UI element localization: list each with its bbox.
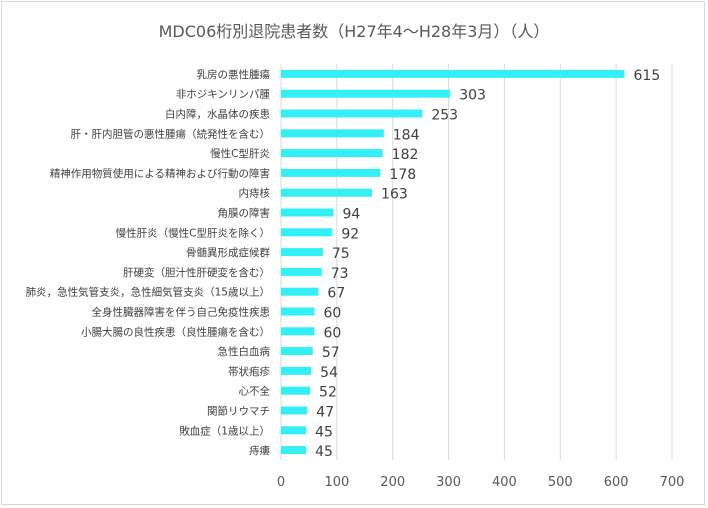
category-labels: 乳房の悪性腫瘍非ホジキンリンパ腫白内障，水晶体の疾患肝・肝内胆管の悪性腫瘍（続発…	[26, 68, 271, 457]
x-tick-label: 700	[660, 475, 685, 490]
bar	[281, 69, 625, 78]
bar	[281, 188, 373, 197]
data-label: 178	[389, 167, 416, 183]
x-tick-label: 0	[277, 475, 285, 490]
data-label: 94	[343, 207, 361, 223]
bar	[281, 386, 311, 395]
bar	[281, 366, 312, 375]
bars	[281, 69, 625, 455]
data-label: 47	[316, 405, 334, 421]
category-label: 白内障，水晶体の疾患	[165, 108, 270, 121]
bar	[281, 267, 322, 276]
category-label: 肺炎，急性気管支炎，急性細気管支炎（15歳以上）	[26, 286, 270, 299]
x-tick-label: 400	[492, 475, 517, 490]
data-label: 60	[324, 306, 342, 322]
data-label: 57	[322, 345, 340, 361]
x-tick-label: 500	[548, 475, 573, 490]
category-label: 小腸大腸の良性疾患（良性腫瘍を含む）	[81, 325, 270, 338]
bar	[281, 406, 308, 415]
data-label: 615	[634, 68, 661, 84]
bar	[281, 149, 383, 158]
bar	[281, 426, 307, 435]
data-label: 45	[315, 444, 333, 460]
bar	[281, 168, 381, 177]
data-label: 92	[341, 226, 359, 242]
x-tick-label: 100	[324, 475, 349, 490]
bar	[281, 347, 313, 356]
data-label: 54	[320, 365, 338, 381]
data-label: 184	[393, 127, 420, 143]
bar	[281, 109, 423, 118]
category-label: 乳房の悪性腫瘍	[197, 68, 271, 81]
category-label: 慢性肝炎（慢性C型肝炎を除く）	[116, 226, 270, 239]
data-label: 73	[331, 266, 349, 282]
gridlines	[280, 64, 673, 460]
data-label: 67	[327, 286, 345, 302]
data-label: 253	[431, 108, 458, 124]
x-tick-label: 200	[380, 475, 405, 490]
category-label: 急性白血病	[218, 345, 271, 358]
bar	[281, 248, 323, 257]
bar	[281, 307, 315, 316]
chart-title: MDC06桁別退院患者数（H27年4～H28年3月）（人）	[158, 22, 550, 41]
category-label: 肝硬変（胆汁性肝硬変を含む）	[123, 266, 270, 279]
category-label: 非ホジキンリンパ腫	[176, 88, 271, 101]
data-label: 75	[332, 246, 350, 262]
bar	[281, 287, 319, 296]
category-label: 骨髄異形成症候群	[186, 246, 270, 259]
data-label: 45	[315, 424, 333, 440]
data-label: 182	[392, 147, 419, 163]
category-label: 角膜の障害	[218, 207, 271, 220]
bar	[281, 89, 451, 98]
bar	[281, 327, 315, 336]
data-label: 303	[459, 88, 486, 104]
data-label: 52	[319, 385, 337, 401]
category-label: 心不全	[239, 385, 271, 398]
category-label: 肝・肝内胆管の悪性腫瘍（続発性を含む）	[71, 127, 271, 140]
category-label: 内痔核	[239, 187, 271, 200]
bar	[281, 228, 333, 237]
x-tick-label: 300	[436, 475, 461, 490]
category-label: 関節リウマチ	[207, 405, 270, 418]
bar	[281, 208, 334, 217]
category-label: 痔瘻	[249, 444, 270, 457]
bar	[281, 446, 307, 455]
data-label: 163	[381, 187, 408, 203]
category-label: 帯状疱疹	[228, 365, 270, 378]
data-label: 60	[324, 325, 342, 341]
bar	[281, 129, 384, 138]
x-tick-label: 600	[604, 475, 629, 490]
category-label: 精神作用物質使用による精神および行動の障害	[50, 167, 270, 180]
category-label: 敗血症（1歳以上）	[179, 424, 270, 437]
x-tick-labels: 0 100 200 300 400 500 600 700	[277, 475, 685, 490]
category-label: 慢性C型肝炎	[210, 147, 270, 160]
category-label: 全身性臓器障害を伴う自己免疫性疾患	[92, 306, 271, 319]
